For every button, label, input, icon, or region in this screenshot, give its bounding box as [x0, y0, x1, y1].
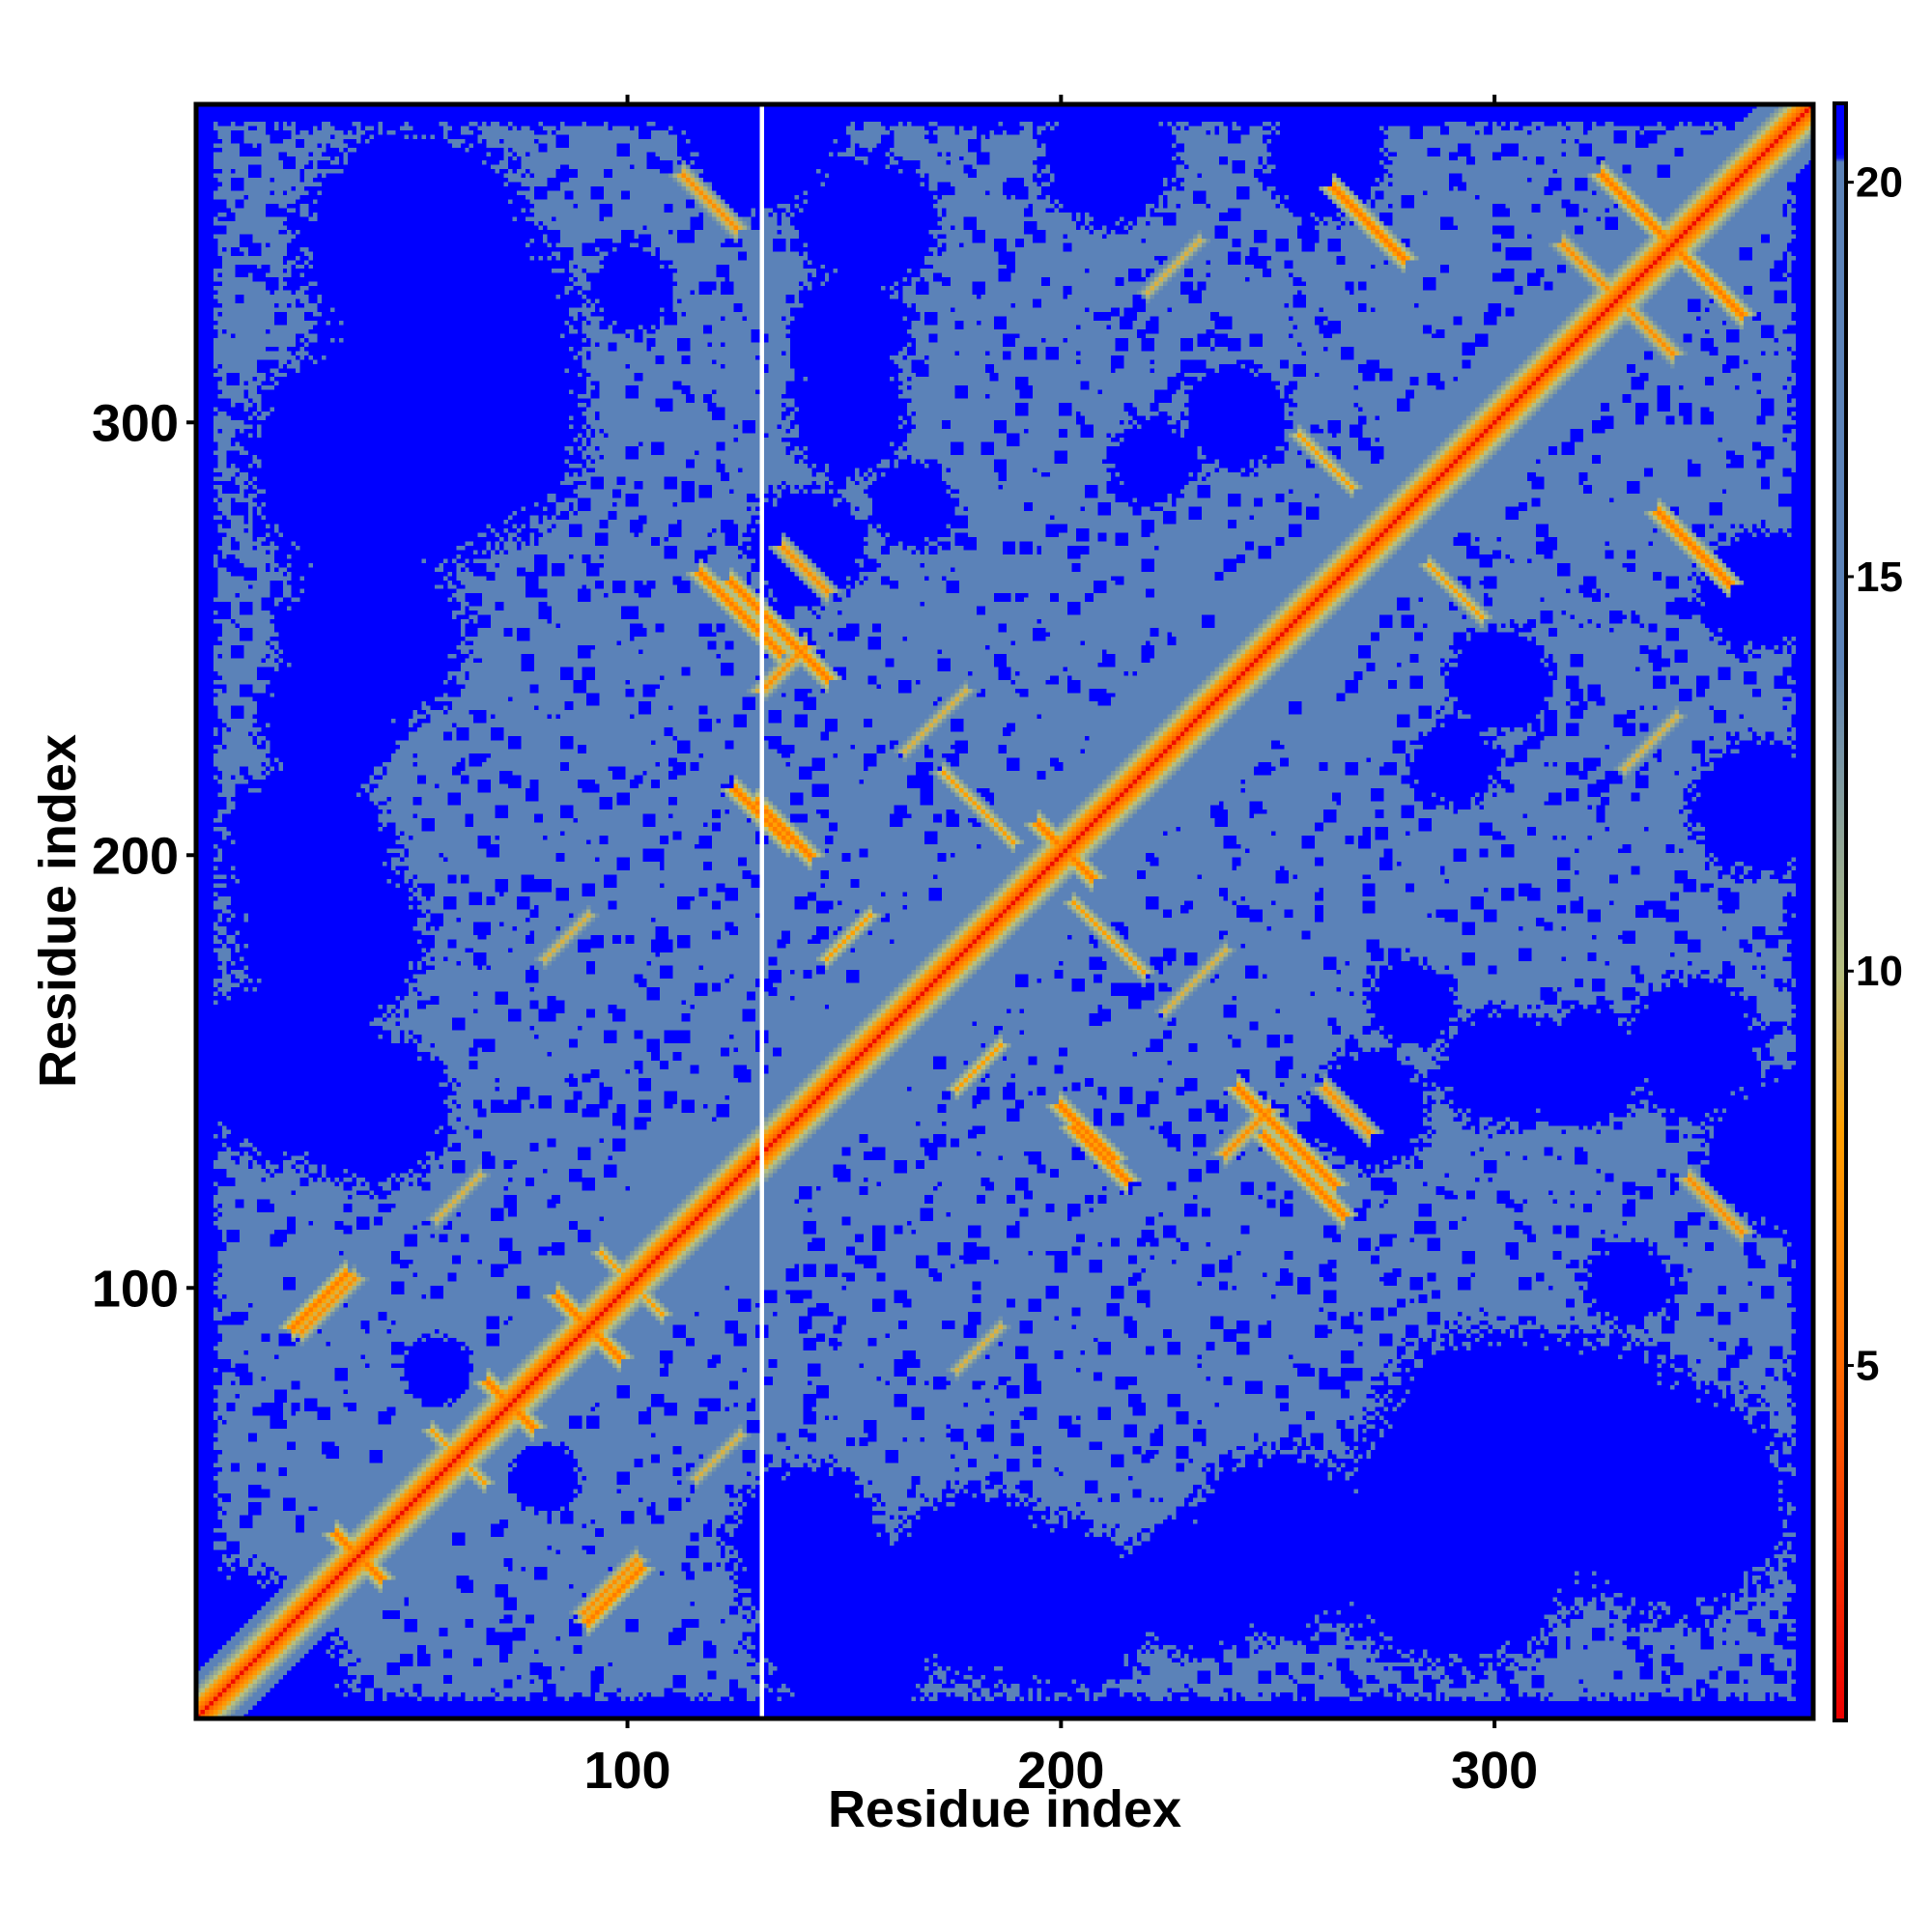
y-axis-title: Residue index	[29, 734, 87, 1088]
y-tick-label: 300	[92, 394, 179, 452]
colorbar-area	[1834, 103, 1846, 1720]
colorbar-frame	[1833, 101, 1848, 1722]
colorbar-ticks: 5 10 15 20	[1846, 159, 1903, 1390]
colorbar-tick-label: 10	[1856, 948, 1903, 995]
x-axis-title: Residue index	[828, 1780, 1181, 1838]
x-tick-label: 200	[1017, 1742, 1104, 1800]
y-tick-label: 200	[92, 827, 179, 885]
heatmap-plot-area	[196, 104, 1813, 1719]
x-tick-label: 100	[583, 1742, 670, 1800]
y-tick-label: 100	[92, 1260, 179, 1318]
colorbar-tick-label: 15	[1856, 554, 1903, 601]
plot-frame	[193, 101, 1816, 1721]
colorbar-tick-label: 20	[1856, 159, 1903, 207]
x-axis-ticks: 100 200 300	[583, 95, 1538, 1800]
heatmap-canvas-group	[196, 103, 1846, 1720]
x-tick-label: 300	[1451, 1742, 1538, 1800]
y-axis-ticks: 100 200 300	[92, 394, 196, 1318]
colorbar-tick-label: 5	[1856, 1343, 1879, 1390]
